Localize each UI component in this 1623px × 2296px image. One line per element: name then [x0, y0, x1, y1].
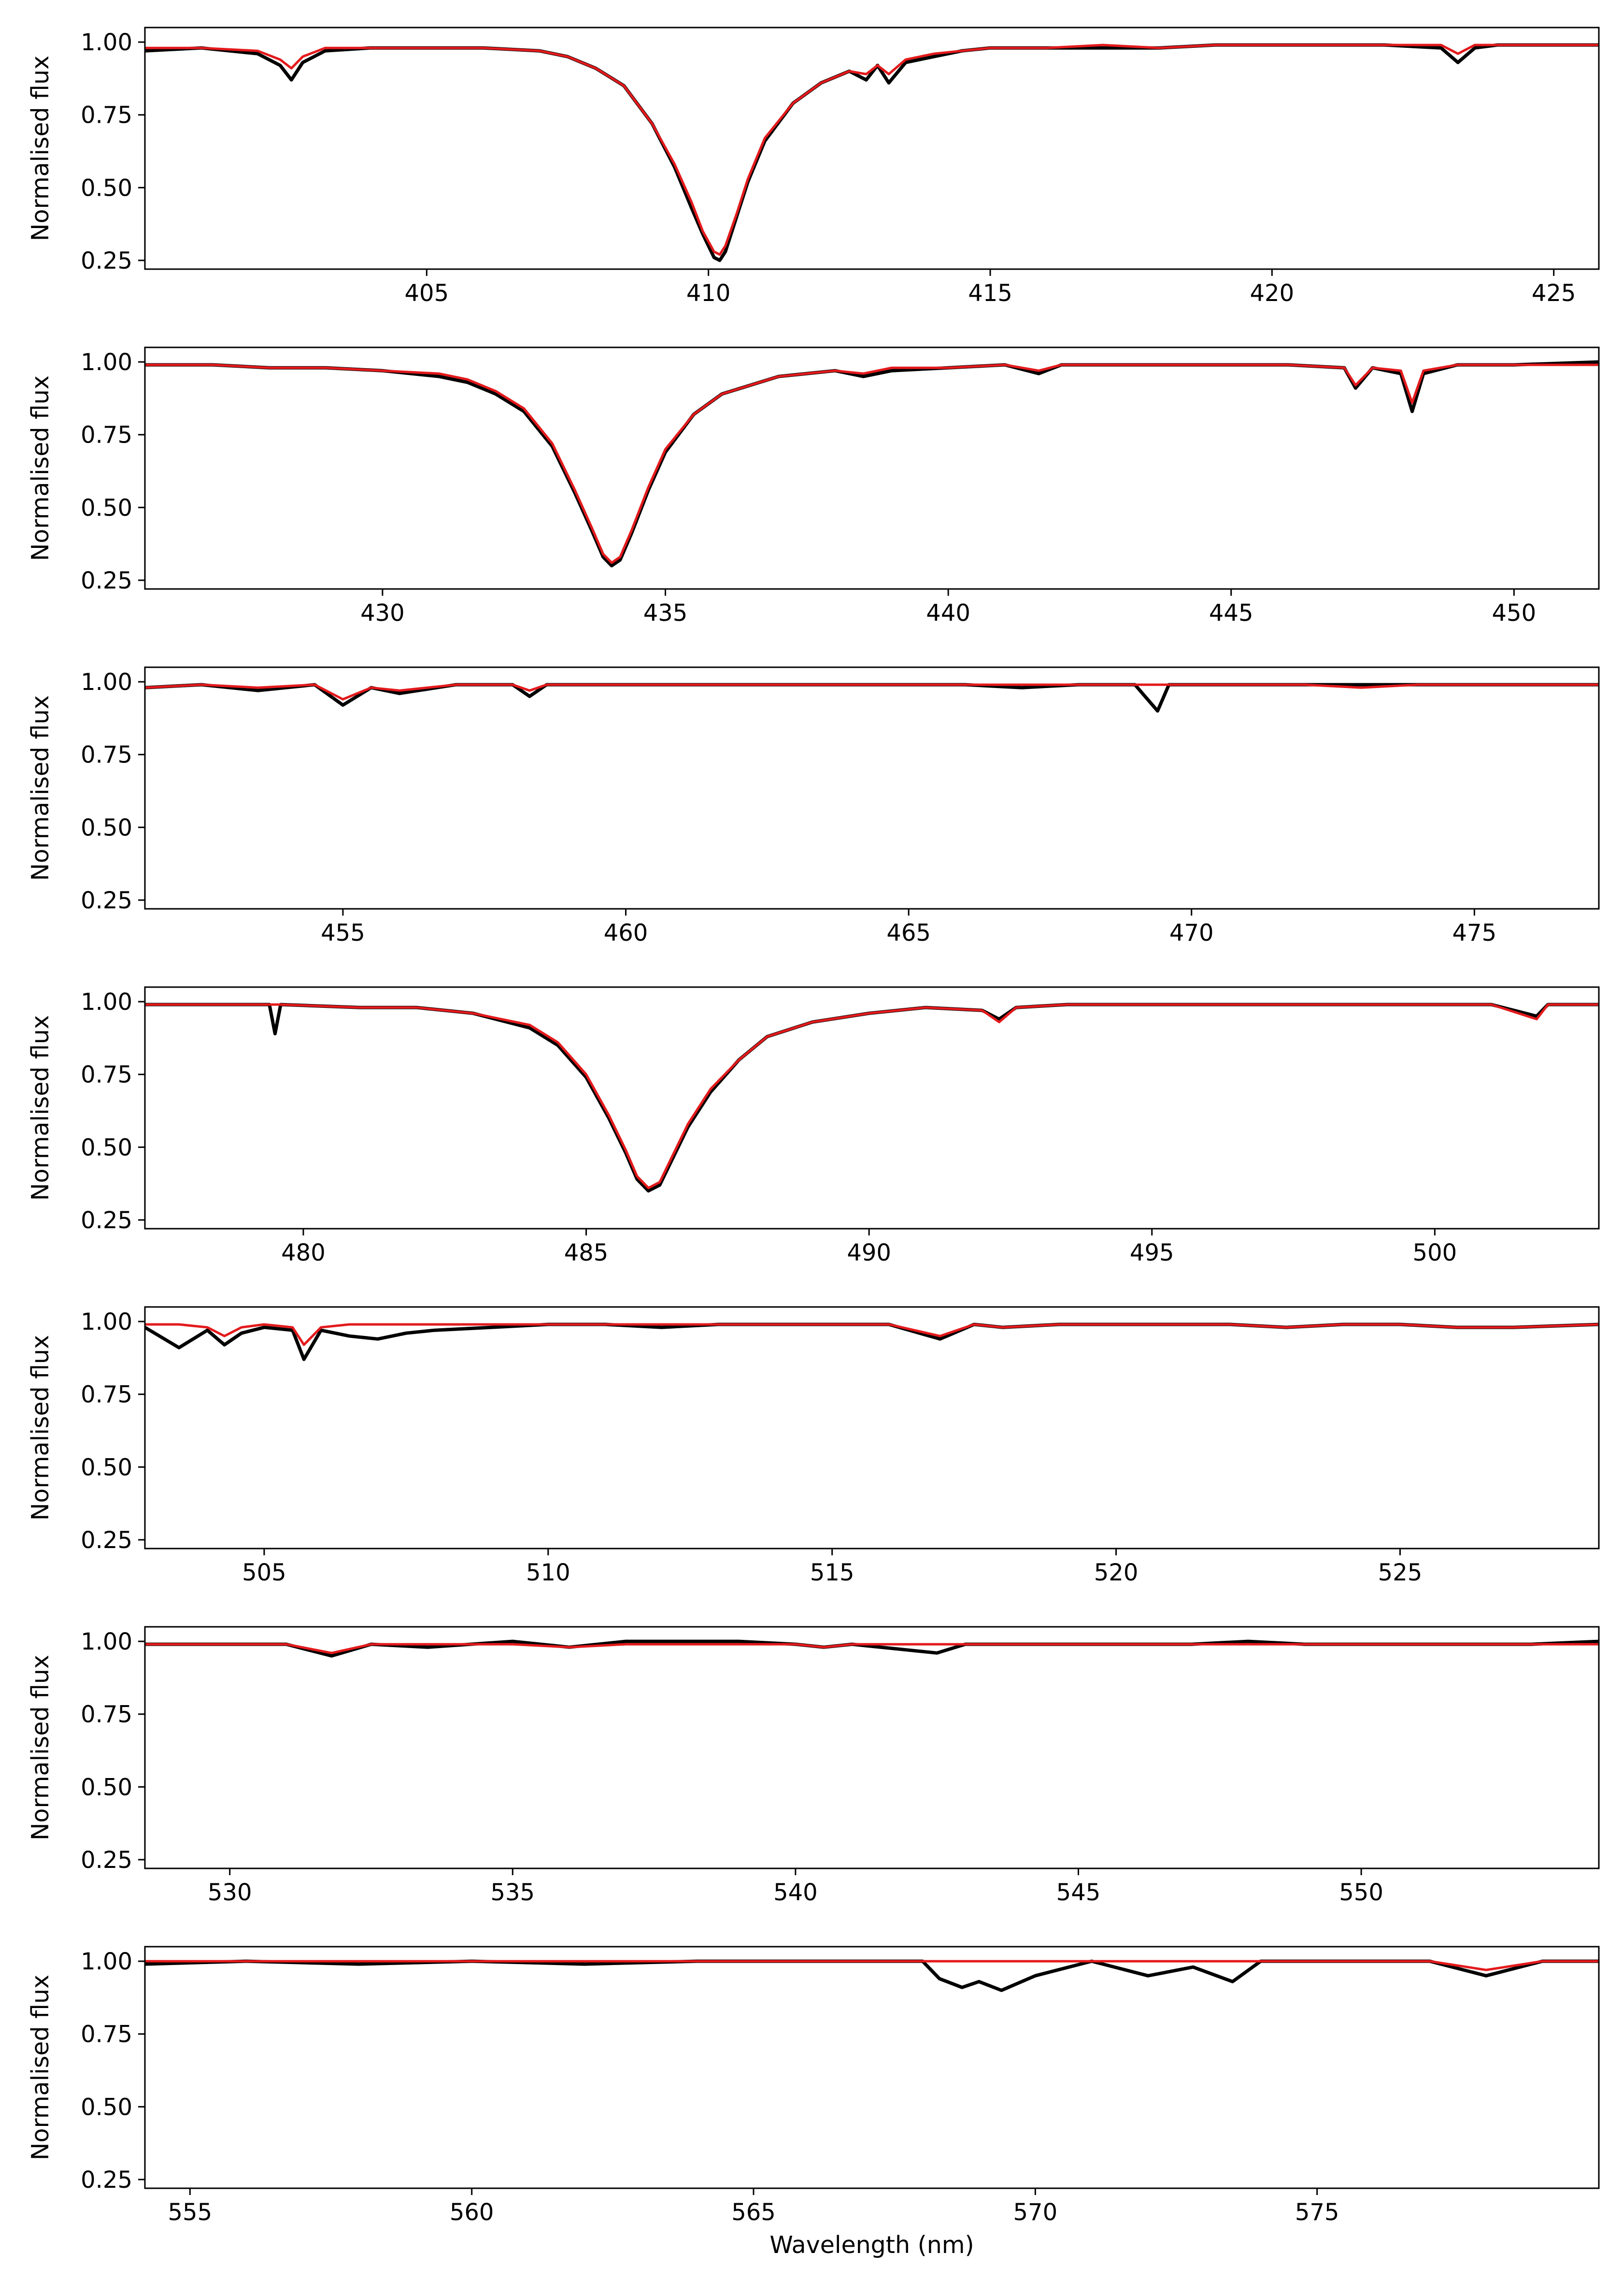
x-tick-label: 475 — [1452, 919, 1497, 947]
series-model-line — [145, 1643, 1599, 1654]
y-axis-label: Normalised flux — [27, 1015, 54, 1201]
x-axis-label: Wavelength (nm) — [769, 2231, 974, 2259]
axes-frame — [144, 986, 1600, 1230]
x-tick-label: 470 — [1169, 919, 1214, 947]
x-tick-label: 410 — [686, 280, 731, 307]
y-tick-label: 0.50 — [81, 2094, 132, 2121]
x-tick-label: 450 — [1492, 600, 1537, 627]
y-tick-label: 0.75 — [81, 422, 132, 449]
x-tick-label: 490 — [847, 1239, 891, 1266]
y-tick-label: 0.25 — [81, 887, 132, 914]
series-model-line — [145, 43, 1599, 256]
x-tick-label: 505 — [242, 1559, 286, 1586]
x-tick-label: 510 — [526, 1559, 570, 1586]
panel-3: 455 460 465 470 475 0.25 0.50 0.75 1.00 Normalise… — [27, 666, 1600, 947]
x-tick-label: 455 — [321, 919, 365, 947]
y-axis-label: Normalised flux — [27, 1975, 54, 2160]
y-tick-label: 1.00 — [81, 989, 132, 1016]
y-tick-label: 0.25 — [81, 1207, 132, 1234]
series-observed-line — [145, 683, 1599, 713]
panel-4: 480 485 490 495 500 0.25 0.50 0.75 1.00 Normalise… — [27, 986, 1600, 1266]
y-tick-label: 1.00 — [81, 1948, 132, 1975]
y-axis-label: Normalised flux — [27, 56, 54, 241]
y-tick-label: 0.25 — [81, 1847, 132, 1874]
x-tick-label: 520 — [1094, 1559, 1139, 1586]
panel-2: 430 435 440 445 450 0.25 0.50 0.75 1.00 Normalise… — [27, 346, 1600, 627]
y-tick-label: 1.00 — [81, 1628, 132, 1655]
series-observed-line — [145, 360, 1599, 568]
y-tick-label: 0.50 — [81, 1454, 132, 1481]
y-tick-label: 0.50 — [81, 174, 132, 201]
panel-1: 405 410 415 420 425 0.25 0.50 0.75 1.00 Normalise… — [27, 27, 1600, 307]
y-tick-label: 0.75 — [81, 2021, 132, 2048]
y-tick-label: 1.00 — [81, 29, 132, 56]
x-tick-label: 500 — [1413, 1239, 1457, 1266]
series-model-line — [145, 1960, 1599, 1971]
panel-7: 555 560 565 570 575 0.25 0.50 0.75 1.00 Normalise… — [27, 1946, 1600, 2259]
x-tick-label: 565 — [731, 2199, 776, 2226]
x-tick-label: 460 — [604, 919, 648, 947]
y-axis-label: Normalised flux — [27, 375, 54, 561]
y-tick-label: 0.75 — [81, 1701, 132, 1728]
x-tick-label: 555 — [168, 2199, 213, 2226]
y-tick-label: 1.00 — [81, 349, 132, 376]
x-tick-label: 545 — [1056, 1879, 1101, 1906]
panel-5: 505 510 515 520 525 0.25 0.50 0.75 1.00 Normalise… — [27, 1306, 1600, 1586]
series-model-line — [145, 683, 1599, 701]
series-model-line — [145, 363, 1599, 564]
y-tick-label: 0.50 — [81, 494, 132, 521]
axes-frame — [144, 1946, 1600, 2189]
axes-frame — [144, 27, 1600, 270]
series-model-line — [145, 1323, 1599, 1346]
y-tick-label: 0.75 — [81, 742, 132, 769]
x-tick-label: 445 — [1209, 600, 1253, 627]
axes-frame — [144, 1306, 1600, 1550]
x-tick-label: 415 — [968, 280, 1012, 307]
axes-frame — [144, 666, 1600, 910]
y-tick-label: 0.25 — [81, 2167, 132, 2194]
x-tick-label: 480 — [281, 1239, 326, 1266]
y-tick-label: 0.50 — [81, 1134, 132, 1161]
x-tick-label: 575 — [1295, 2199, 1339, 2226]
y-axis-label: Normalised flux — [27, 1335, 54, 1521]
y-tick-label: 0.25 — [81, 1527, 132, 1554]
series-model-line — [145, 1003, 1599, 1190]
y-axis-label: Normalised flux — [27, 1655, 54, 1840]
x-tick-label: 440 — [926, 600, 970, 627]
y-tick-label: 0.50 — [81, 1774, 132, 1801]
axes-frame — [144, 346, 1600, 590]
y-tick-label: 0.75 — [81, 102, 132, 129]
y-tick-label: 1.00 — [81, 1308, 132, 1335]
x-tick-label: 560 — [450, 2199, 494, 2226]
series-observed-line — [145, 1322, 1599, 1361]
x-tick-label: 535 — [490, 1879, 535, 1906]
x-tick-label: 570 — [1013, 2199, 1058, 2226]
series-observed-line — [145, 1959, 1599, 1992]
y-tick-label: 0.50 — [81, 814, 132, 841]
x-tick-label: 485 — [564, 1239, 609, 1266]
series-observed-line — [145, 1003, 1599, 1193]
x-tick-label: 405 — [405, 280, 449, 307]
x-tick-label: 515 — [810, 1559, 854, 1586]
y-tick-label: 1.00 — [81, 669, 132, 696]
y-axis-label: Normalised flux — [27, 695, 54, 881]
x-tick-label: 550 — [1339, 1879, 1383, 1906]
y-tick-label: 0.75 — [81, 1062, 132, 1089]
y-tick-label: 0.25 — [81, 567, 132, 594]
y-tick-label: 0.25 — [81, 247, 132, 274]
x-tick-label: 420 — [1250, 280, 1295, 307]
x-tick-label: 430 — [360, 600, 405, 627]
axes-frame — [144, 1626, 1600, 1869]
panel-6: 530 535 540 545 550 0.25 0.50 0.75 1.00 Normalise… — [27, 1626, 1600, 1906]
y-tick-label: 0.75 — [81, 1381, 132, 1408]
x-tick-label: 525 — [1378, 1559, 1423, 1586]
x-tick-label: 465 — [886, 919, 931, 947]
x-tick-label: 425 — [1532, 280, 1576, 307]
x-tick-label: 540 — [773, 1879, 818, 1906]
series-observed-line — [145, 43, 1599, 262]
x-tick-label: 435 — [643, 600, 688, 627]
x-tick-label: 495 — [1130, 1239, 1174, 1266]
x-tick-label: 530 — [208, 1879, 252, 1906]
